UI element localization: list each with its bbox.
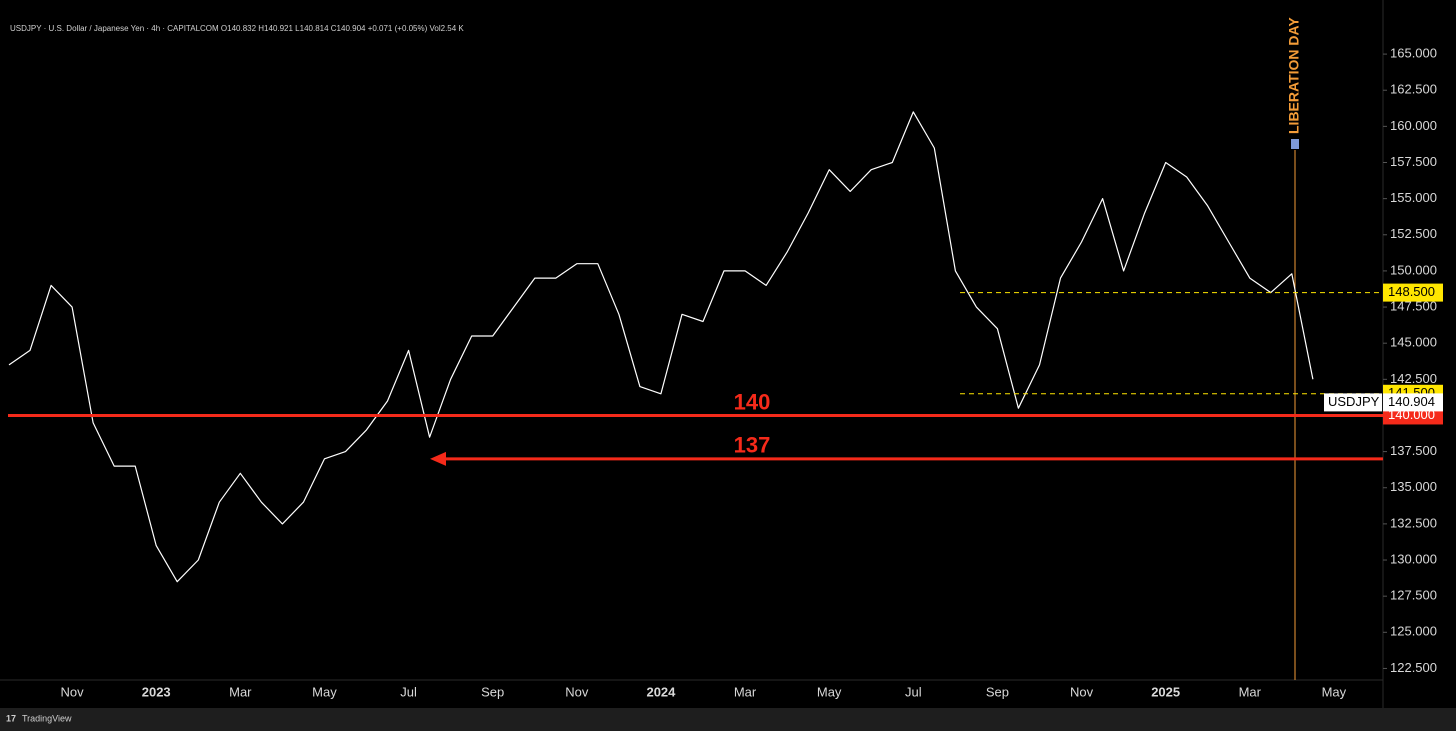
y-tick-label: 155.000 [1390, 190, 1437, 205]
y-tick-label: 127.500 [1390, 588, 1437, 603]
y-tick-label: 137.500 [1390, 443, 1437, 458]
x-tick-label: Mar [1239, 684, 1262, 699]
y-tick-label: 147.500 [1390, 298, 1437, 313]
y-tick-label: 160.000 [1390, 118, 1437, 133]
x-tick-label: 2024 [646, 684, 676, 699]
x-tick-label: Nov [61, 684, 85, 699]
event-label: LIBERATION DAY [1286, 17, 1302, 134]
y-tick-label: 125.000 [1390, 624, 1437, 639]
price-line [8, 111, 1314, 583]
y-tick-label: 132.500 [1390, 515, 1437, 530]
price-axis-box [1383, 283, 1443, 302]
y-tick-label: 122.500 [1390, 660, 1437, 675]
y-tick-label: 162.500 [1390, 82, 1437, 97]
last-price-box [1383, 393, 1443, 412]
x-tick-label: Sep [986, 684, 1009, 699]
y-tick-label: 135.000 [1390, 479, 1437, 494]
x-tick-label: Jul [905, 684, 922, 699]
level-arrowhead [430, 451, 446, 466]
x-tick-label: 2025 [1151, 684, 1180, 699]
x-tick-label: Nov [565, 684, 589, 699]
x-tick-label: May [1322, 684, 1347, 699]
y-tick-label: 157.500 [1390, 154, 1437, 169]
x-tick-label: Nov [1070, 684, 1094, 699]
y-tick-label: 150.000 [1390, 262, 1437, 277]
level-text: 137 [734, 433, 771, 458]
event-flag [1291, 139, 1299, 149]
y-tick-label: 165.000 [1390, 46, 1437, 61]
y-tick-label: 145.000 [1390, 335, 1437, 350]
y-tick-label: 130.000 [1390, 551, 1437, 566]
x-tick-label: 2023 [142, 684, 171, 699]
x-tick-label: Mar [734, 684, 757, 699]
last-price-label: 140.904 [1388, 394, 1435, 409]
x-tick-label: May [312, 684, 337, 699]
x-tick-label: May [817, 684, 842, 699]
footer-bar [0, 708, 1456, 731]
footer-brand: TradingView [22, 713, 72, 723]
price-axis-label: 148.500 [1388, 284, 1435, 299]
x-tick-label: Mar [229, 684, 252, 699]
x-tick-label: Jul [400, 684, 417, 699]
symbol-box [1324, 393, 1382, 412]
y-tick-label: 152.500 [1390, 226, 1437, 241]
chart-header: USDJPY · U.S. Dollar / Japanese Yen · 4h… [10, 24, 464, 33]
level-text: 140 [734, 389, 771, 414]
x-tick-label: Sep [481, 684, 504, 699]
brand-logo: 17 [6, 713, 16, 723]
y-tick-label: 142.500 [1390, 371, 1437, 386]
symbol-label: USDJPY [1328, 394, 1380, 409]
